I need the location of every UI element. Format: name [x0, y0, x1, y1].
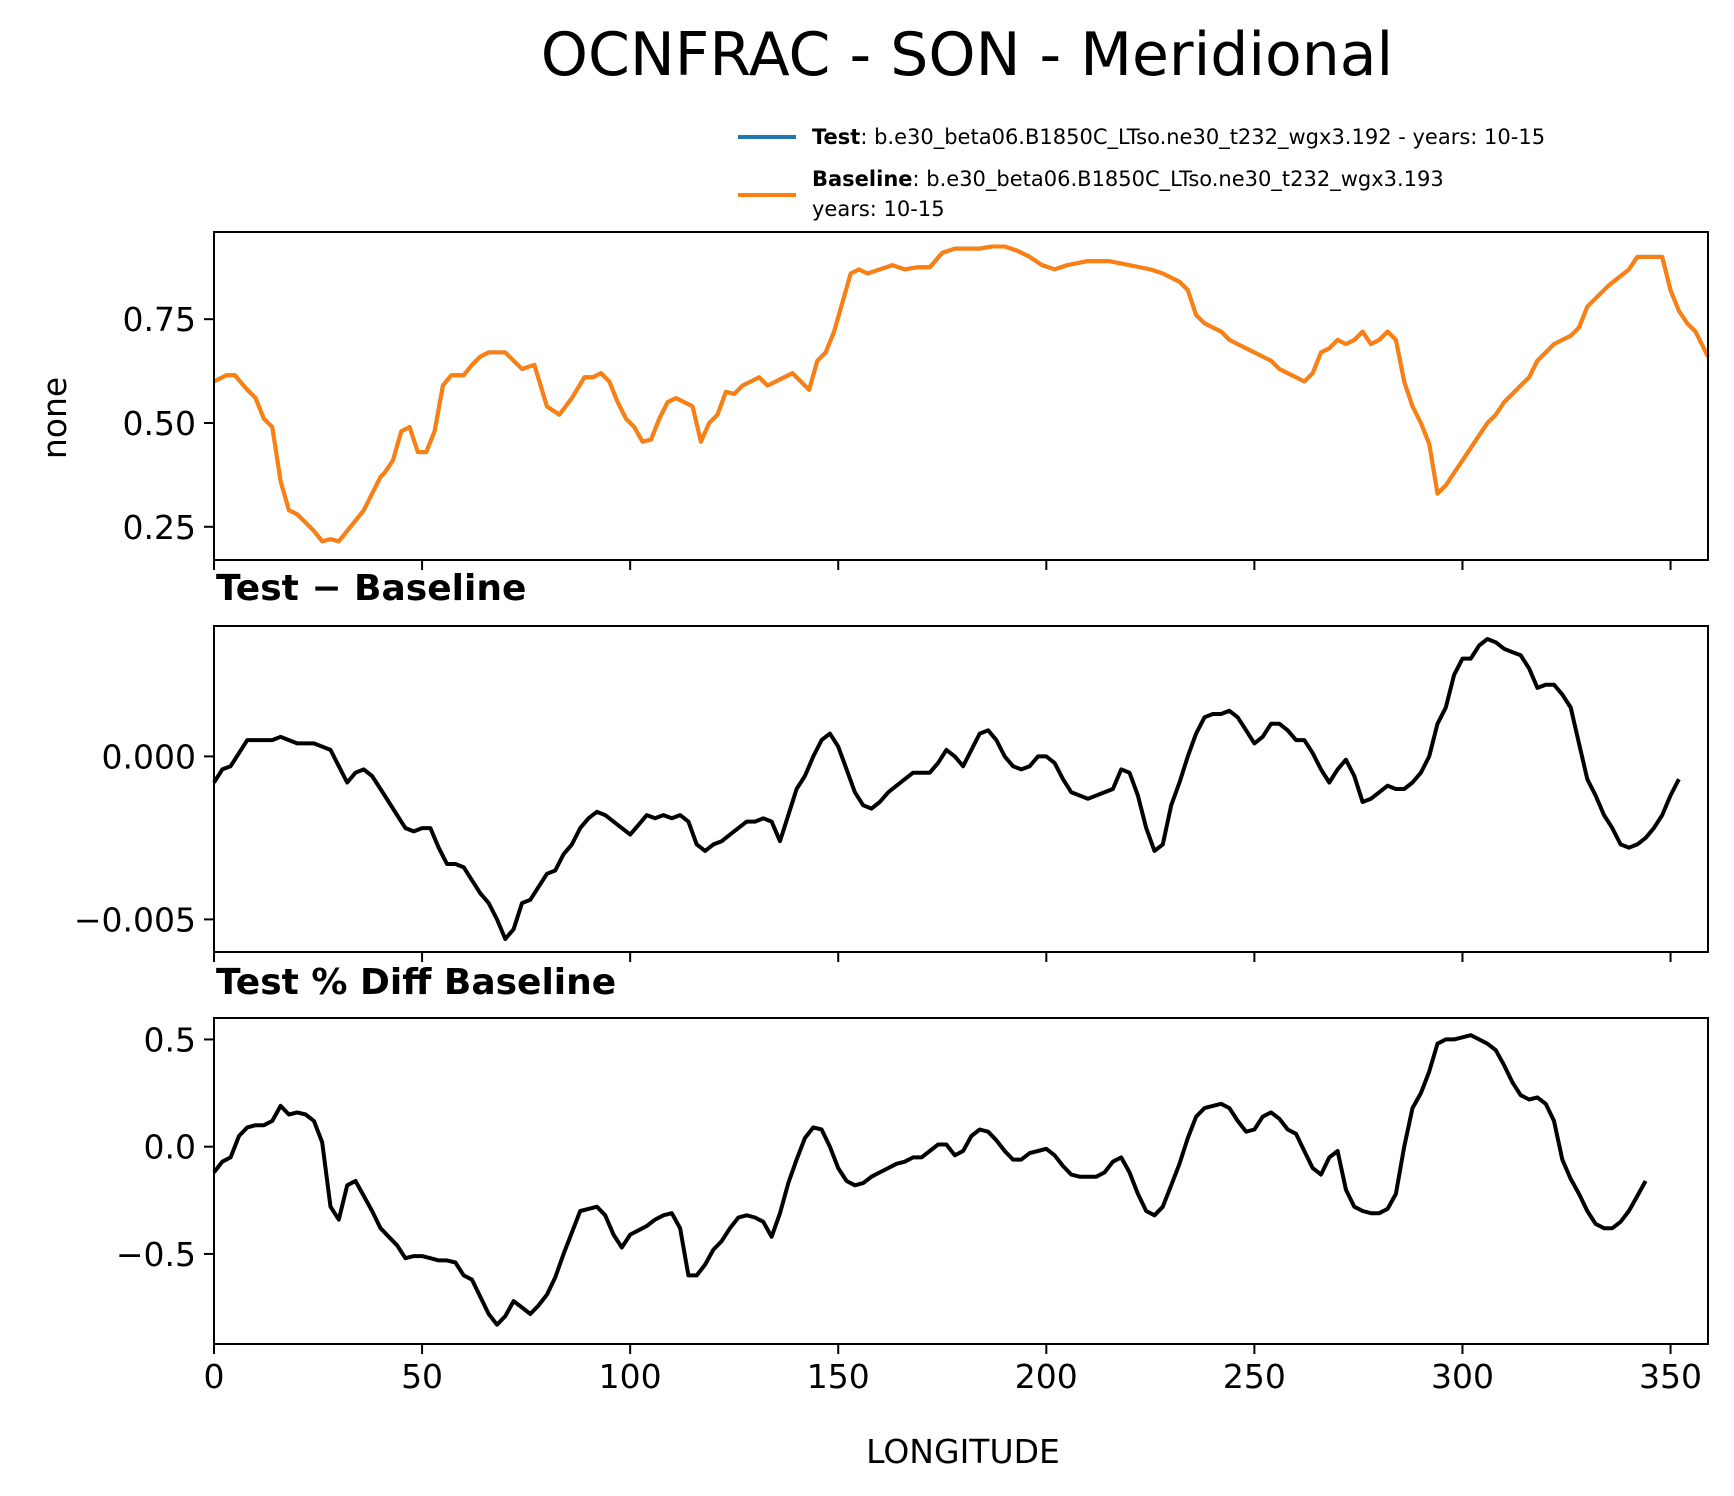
panel-1-ytick-label: 0.75 [123, 300, 196, 339]
panel-1-series-1-line [213, 244, 1710, 544]
xtick-label: 350 [1639, 1357, 1702, 1396]
legend-baseline-label: Baseline: b.e30_beta06.B1850C_LTso.ne30_… [812, 167, 1444, 192]
panel-3: −0.5 0.0 0.5 0 50 100 150 200 250 300 350 [116, 1017, 1709, 1396]
xtick-label: 300 [1431, 1357, 1494, 1396]
x-axis-label: LONGITUDE [866, 1432, 1060, 1471]
panel-1-ytick-label: 0.25 [123, 508, 196, 547]
panel3-subtitle: Test % Diff Baseline [216, 962, 616, 1003]
panel-1-frame [213, 231, 1709, 561]
y-axis-label: none [35, 377, 74, 459]
panel-3-frame [213, 1017, 1709, 1345]
legend: Test: b.e30_beta06.B1850C_LTso.ne30_t232… [738, 125, 1545, 221]
chart-title: OCNFRAC - SON - Meridional [541, 20, 1393, 90]
xtick-label: 0 [204, 1357, 225, 1396]
panel2-subtitle: Test − Baseline [216, 568, 526, 609]
panel-3-ytick-label: 0.0 [144, 1128, 196, 1167]
panel-1: 0.25 0.50 0.75 [123, 231, 1710, 570]
xtick-label: 150 [807, 1357, 870, 1396]
panel-2: −0.005 0.000 [74, 625, 1709, 962]
panel-3-ytick-label: 0.5 [144, 1020, 196, 1059]
legend-baseline-years: years: 10-15 [812, 197, 945, 221]
xtick-label: 200 [1015, 1357, 1078, 1396]
panel-1-series-2-line [213, 244, 1710, 544]
panel-3-series-1-line [212, 1033, 1648, 1327]
xtick-label: 250 [1223, 1357, 1286, 1396]
xtick-label: 50 [401, 1357, 443, 1396]
xtick-label: 100 [599, 1357, 662, 1396]
panel-2-ytick-label: 0.000 [102, 737, 196, 776]
panel-3-ytick-label: −0.5 [116, 1235, 196, 1274]
panel-1-ytick-label: 0.50 [123, 404, 196, 443]
panel-2-frame [213, 625, 1709, 953]
panel-2-series-1-line [212, 637, 1681, 941]
panel-2-ytick-label: −0.005 [74, 900, 196, 939]
legend-test-label: Test: b.e30_beta06.B1850C_LTso.ne30_t232… [812, 125, 1545, 150]
